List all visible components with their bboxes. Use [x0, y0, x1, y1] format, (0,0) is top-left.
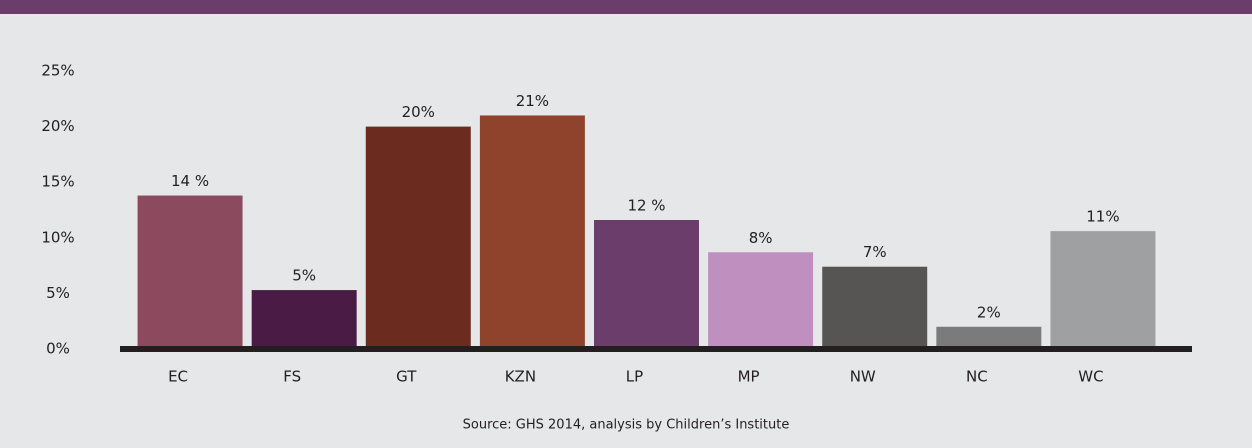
x-tick-label: EC: [168, 368, 188, 386]
value-label: 14 %: [171, 172, 209, 190]
value-label: 2%: [977, 303, 1001, 321]
y-tick-label: 5%: [46, 284, 70, 302]
value-label: 21%: [516, 92, 549, 110]
bar: [365, 126, 471, 349]
x-tick-label: FS: [283, 368, 301, 386]
value-label: 20%: [402, 103, 435, 121]
x-tick-label: WC: [1078, 368, 1103, 386]
y-tick-label: 25%: [41, 62, 74, 80]
value-label: 7%: [863, 243, 887, 261]
value-label: 8%: [749, 229, 773, 247]
bar: [936, 326, 1042, 349]
bar: [822, 266, 928, 349]
x-tick-label: GT: [396, 368, 417, 386]
y-tick-label: 15%: [41, 173, 74, 191]
y-tick-label: 20%: [41, 117, 74, 135]
bar: [1050, 231, 1156, 349]
bar: [137, 195, 243, 349]
x-tick-label: NW: [850, 368, 876, 386]
source-note: Source: GHS 2014, analysis by Children’s…: [463, 418, 790, 433]
y-tick-label: 10%: [41, 228, 74, 246]
y-tick-label: 0%: [46, 340, 70, 358]
x-tick-label: KZN: [505, 368, 536, 386]
value-label: 12 %: [627, 197, 665, 215]
bar: [708, 252, 814, 349]
x-tick-label: NC: [966, 368, 988, 386]
x-tick-label: MP: [738, 368, 760, 386]
value-label: 5%: [292, 267, 316, 285]
bar: [251, 290, 357, 349]
header-band: [0, 0, 1252, 14]
bar: [479, 115, 585, 349]
bar: [594, 220, 699, 349]
x-tick-label: LP: [626, 368, 643, 386]
value-label: 11%: [1086, 208, 1119, 226]
